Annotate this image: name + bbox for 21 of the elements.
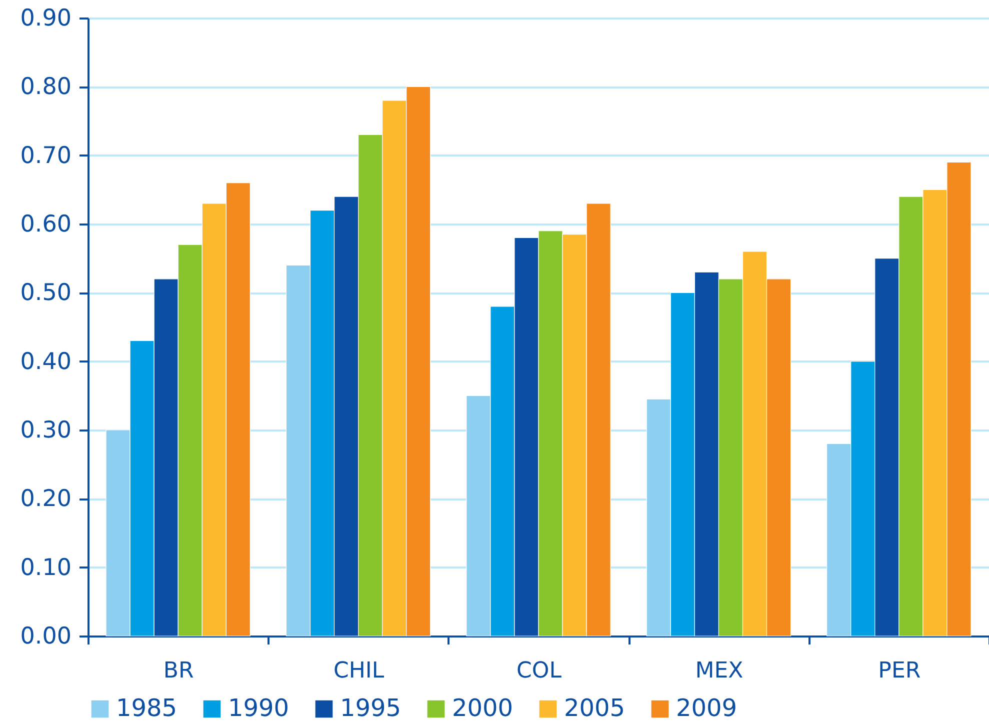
x-tick-label: MEX xyxy=(695,658,744,684)
legend-label: 2009 xyxy=(676,694,738,722)
x-tick-label: PER xyxy=(878,658,921,684)
x-tick-label: BR xyxy=(163,658,194,684)
y-tick-label: 0.70 xyxy=(20,142,72,169)
y-tick-label: 0.80 xyxy=(20,74,72,100)
legend-label: 2000 xyxy=(452,694,514,722)
y-tick-label: 0.00 xyxy=(20,624,72,650)
legend-label: 1995 xyxy=(340,694,402,722)
legend-label: 2005 xyxy=(564,694,626,722)
y-tick-label: 0.90 xyxy=(20,6,72,32)
y-tick-label: 0.10 xyxy=(20,554,72,581)
y-tick-label: 0.50 xyxy=(20,280,72,306)
y-tick-label: 0.30 xyxy=(20,418,72,444)
legend-label: 1990 xyxy=(228,694,290,722)
legend-label: 1985 xyxy=(116,694,178,722)
y-tick-label: 0.20 xyxy=(20,486,72,512)
y-tick-label: 0.40 xyxy=(20,348,72,375)
x-tick-label: CHIL xyxy=(333,658,385,684)
x-tick-label: COL xyxy=(516,658,562,684)
y-tick-label: 0.60 xyxy=(20,212,72,238)
